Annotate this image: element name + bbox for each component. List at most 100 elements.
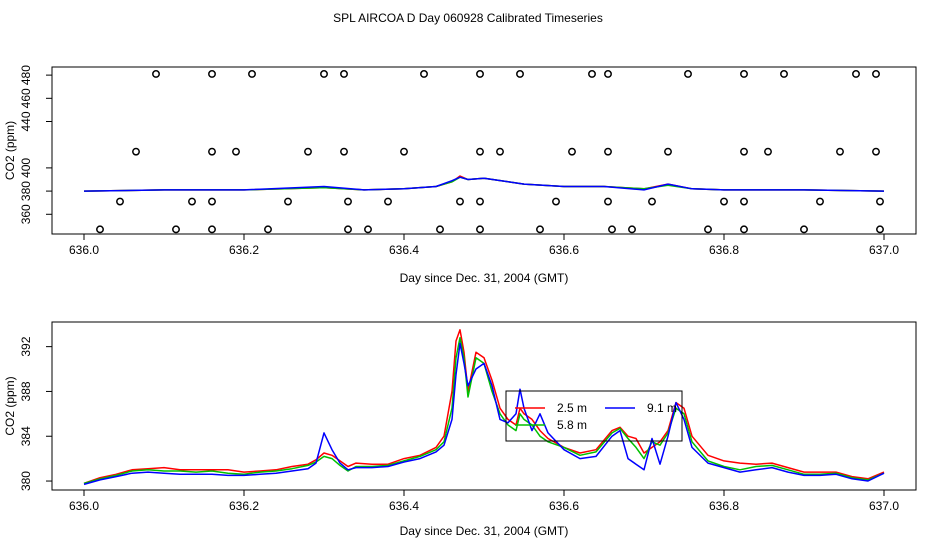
data-point bbox=[704, 225, 712, 234]
data-point bbox=[340, 147, 348, 156]
x-tick-label: 636.8 bbox=[709, 499, 739, 513]
x-tick-label: 636.0 bbox=[69, 243, 99, 257]
x-tick-label: 636.2 bbox=[229, 499, 259, 513]
y-tick-label: 440 bbox=[19, 111, 33, 131]
x-tick-label: 636.0 bbox=[69, 499, 99, 513]
data-point bbox=[588, 70, 596, 78]
x-tick-label: 637.0 bbox=[869, 499, 899, 513]
data-point bbox=[816, 197, 824, 206]
x-tick-label: 636.4 bbox=[389, 243, 419, 257]
series-line bbox=[83, 342, 885, 486]
data-point bbox=[852, 70, 860, 78]
y-tick-label: 380 bbox=[19, 181, 33, 201]
lower-panel: 636.0 636.2 636.4 636.6 636.8 637.0 Day since … bbox=[3, 321, 917, 538]
data-point bbox=[208, 225, 216, 234]
x-tick-label: 636.2 bbox=[229, 243, 259, 257]
data-point bbox=[780, 70, 788, 78]
x-axis-label: Day since Dec. 31, 2004 (GMT) bbox=[400, 271, 569, 285]
data-point bbox=[604, 147, 612, 156]
legend-label: 9.1 m bbox=[647, 401, 677, 415]
data-point bbox=[740, 197, 748, 206]
data-point bbox=[604, 70, 612, 78]
data-point bbox=[476, 197, 484, 206]
data-point bbox=[232, 147, 240, 156]
legend-label: 5.8 m bbox=[557, 418, 587, 432]
plot-frame bbox=[51, 66, 917, 235]
data-point bbox=[116, 197, 124, 206]
y-tick-label: 480 bbox=[19, 65, 33, 85]
y-axis-label: CO2 (ppm) bbox=[3, 376, 17, 435]
y-tick-label: 360 bbox=[19, 204, 33, 224]
data-point bbox=[684, 70, 692, 78]
series-line bbox=[83, 336, 885, 485]
data-point bbox=[800, 225, 808, 234]
data-point bbox=[264, 225, 272, 234]
data-point bbox=[208, 70, 216, 78]
y-tick-label: 388 bbox=[19, 381, 33, 401]
x-axis-label: Day since Dec. 31, 2004 (GMT) bbox=[400, 524, 569, 538]
data-point bbox=[304, 147, 312, 156]
data-point bbox=[340, 70, 348, 78]
data-point bbox=[740, 225, 748, 234]
x-tick-label: 637.0 bbox=[869, 243, 899, 257]
legend-label: 2.5 m bbox=[557, 401, 587, 415]
y-tick-label: 400 bbox=[19, 158, 33, 178]
data-point bbox=[876, 225, 884, 234]
legend-box bbox=[505, 390, 683, 442]
data-point bbox=[872, 147, 880, 156]
y-tick-label: 380 bbox=[19, 471, 33, 491]
data-point bbox=[476, 147, 484, 156]
upper-panel: 636.0 636.2 636.4 636.6 636.8 637.0 Day since … bbox=[3, 65, 917, 285]
figure-title: SPL AIRCOA D Day 060928 Calibrated Times… bbox=[333, 11, 603, 25]
data-point bbox=[344, 225, 352, 234]
data-point bbox=[648, 197, 656, 206]
data-point bbox=[208, 147, 216, 156]
series-line bbox=[83, 176, 885, 192]
x-tick-label: 636.6 bbox=[549, 243, 579, 257]
y-tick-label: 384 bbox=[19, 426, 33, 446]
series-line bbox=[83, 329, 885, 485]
data-point bbox=[604, 197, 612, 206]
data-point bbox=[400, 147, 408, 156]
data-point bbox=[876, 197, 884, 206]
data-point bbox=[836, 147, 844, 156]
data-point bbox=[536, 225, 544, 234]
data-point bbox=[420, 70, 428, 78]
data-point bbox=[152, 70, 160, 78]
data-point bbox=[516, 70, 524, 78]
data-point bbox=[132, 147, 140, 156]
data-point bbox=[344, 197, 352, 206]
y-axis-label: CO2 (ppm) bbox=[3, 121, 17, 180]
data-point bbox=[496, 147, 504, 156]
data-point bbox=[320, 70, 328, 78]
data-point bbox=[740, 147, 748, 156]
data-point bbox=[384, 197, 392, 206]
x-tick-label: 636.6 bbox=[549, 499, 579, 513]
data-point bbox=[608, 225, 616, 234]
data-point bbox=[720, 197, 728, 206]
data-point bbox=[248, 70, 256, 78]
data-point bbox=[476, 225, 484, 234]
data-point bbox=[96, 225, 104, 234]
data-point bbox=[628, 225, 636, 234]
y-tick-label: 460 bbox=[19, 88, 33, 108]
y-tick-label: 392 bbox=[19, 336, 33, 356]
data-point bbox=[188, 197, 196, 206]
data-point bbox=[364, 225, 372, 234]
data-point bbox=[476, 70, 484, 78]
x-tick-label: 636.8 bbox=[709, 243, 739, 257]
data-point bbox=[872, 70, 880, 78]
data-point bbox=[568, 147, 576, 156]
series-line bbox=[83, 176, 885, 192]
data-point bbox=[552, 197, 560, 206]
data-point bbox=[436, 225, 444, 234]
data-point bbox=[284, 197, 292, 206]
data-point bbox=[208, 197, 216, 206]
data-point bbox=[172, 225, 180, 234]
x-tick-label: 636.4 bbox=[389, 499, 419, 513]
plot-frame bbox=[51, 321, 917, 491]
data-point bbox=[764, 147, 772, 156]
data-point bbox=[664, 147, 672, 156]
data-point bbox=[456, 197, 464, 206]
